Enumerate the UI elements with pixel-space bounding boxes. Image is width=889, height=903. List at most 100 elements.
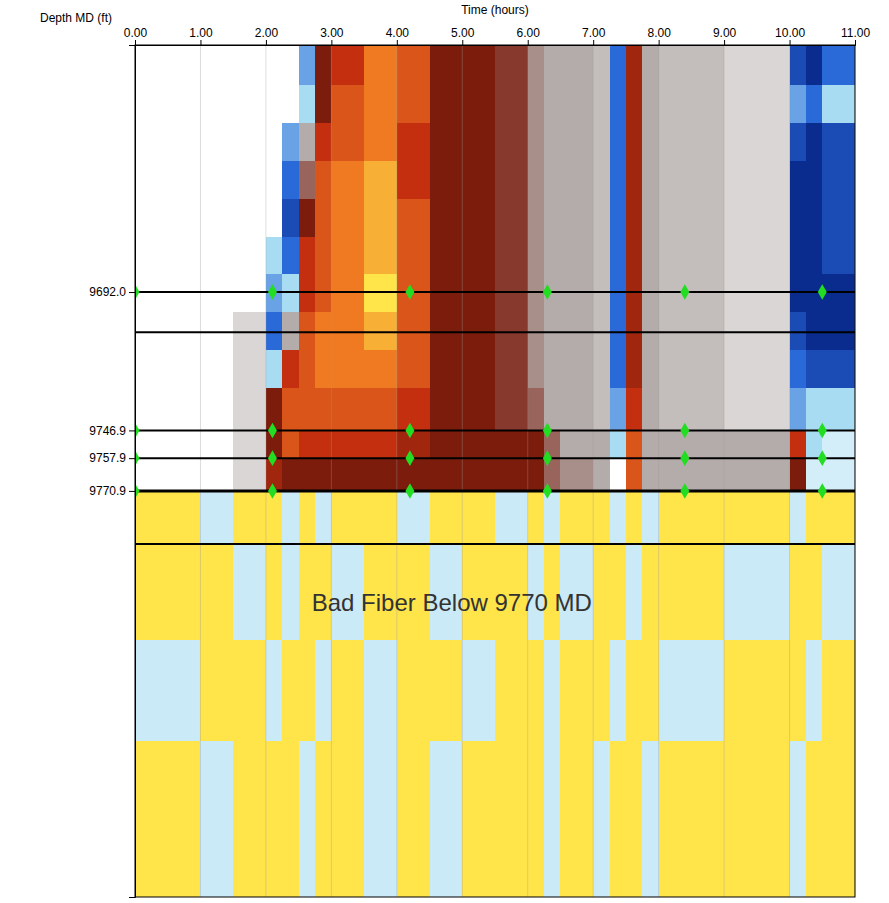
heat-cell <box>610 350 627 388</box>
heat-cell <box>495 350 528 388</box>
heat-cell <box>315 312 332 350</box>
heat-cell <box>495 431 528 459</box>
x-tick: 4.00 <box>386 26 410 45</box>
heat-cell <box>315 85 332 123</box>
heat-cell <box>364 123 397 161</box>
heat-cell <box>282 640 299 741</box>
heat-cell <box>299 312 316 350</box>
heat-cell <box>560 312 593 350</box>
heat-cell <box>266 544 283 640</box>
heat-cell <box>659 640 725 741</box>
y-tick-label: 9746.9 <box>89 424 126 438</box>
heat-cell <box>200 199 233 237</box>
heat-cell <box>560 431 593 459</box>
heat-cell <box>331 491 364 544</box>
x-tick-label: 3.00 <box>320 26 344 40</box>
heat-cell <box>430 123 463 161</box>
x-tick-mark <box>593 40 594 45</box>
heat-cell <box>200 350 233 388</box>
heat-cell <box>724 458 790 491</box>
heat-cell <box>560 640 593 741</box>
heat-cell <box>315 458 332 491</box>
heat-cell <box>642 388 659 431</box>
heat-cell <box>315 161 332 199</box>
heat-cell <box>299 45 316 86</box>
x-tick-mark <box>200 40 201 45</box>
heat-cell <box>200 431 233 459</box>
heat-cell <box>266 741 283 897</box>
heat-cell <box>659 45 725 86</box>
extra-lines <box>135 332 855 544</box>
heat-cell <box>233 237 266 275</box>
heat-cell <box>659 350 725 388</box>
heat-cell <box>560 491 593 544</box>
heat-cell <box>560 237 593 275</box>
heat-cell <box>495 388 528 431</box>
y-axis-line <box>129 46 136 898</box>
heat-cell <box>135 388 201 431</box>
heat-cell <box>790 161 807 199</box>
heat-cell <box>560 350 593 388</box>
heat-cell <box>593 123 610 161</box>
zone-line <box>135 429 855 431</box>
grid-line <box>527 45 528 897</box>
heat-cell <box>724 312 790 350</box>
x-tick: 1.00 <box>189 26 213 45</box>
heat-cell <box>659 491 725 544</box>
heat-cell <box>299 85 316 123</box>
heat-cell <box>200 123 233 161</box>
heat-cell <box>560 85 593 123</box>
x-tick: 6.00 <box>517 26 541 45</box>
heat-cell <box>528 161 545 199</box>
heat-cell <box>135 458 201 491</box>
heat-cell <box>135 237 201 275</box>
heat-cell <box>528 237 545 275</box>
heat-cell <box>610 274 627 312</box>
x-tick: 7.00 <box>582 26 606 45</box>
heat-cell <box>364 491 397 544</box>
heat-cell <box>822 741 855 897</box>
heat-cell <box>495 237 528 275</box>
heat-cell <box>462 741 495 897</box>
heat-cell <box>462 161 495 199</box>
heat-cell <box>364 458 397 491</box>
heat-cell <box>364 45 397 86</box>
grid-line <box>331 45 332 897</box>
heat-cell <box>626 350 643 388</box>
heat-cell <box>610 85 627 123</box>
x-tick: 10.00 <box>775 26 805 45</box>
heat-cell <box>593 199 610 237</box>
heat-cell <box>806 640 823 741</box>
heat-cell <box>397 274 430 312</box>
heat-cell <box>724 544 790 640</box>
marker <box>405 423 414 439</box>
marker <box>818 483 827 499</box>
heat-cell <box>724 350 790 388</box>
heat-cell <box>397 199 430 237</box>
heat-cell <box>430 312 463 350</box>
heat-cell <box>430 458 463 491</box>
grid-line <box>265 45 266 897</box>
heat-cell <box>331 640 364 741</box>
heat-cell <box>233 199 266 237</box>
heat-cell <box>560 123 593 161</box>
heat-cell <box>626 544 643 640</box>
x-tick-label: 10.00 <box>775 26 805 40</box>
heat-cell <box>331 388 364 431</box>
x-tick-mark <box>266 40 267 45</box>
heat-cell <box>397 85 430 123</box>
heat-cell <box>430 741 463 897</box>
heat-cell <box>593 458 610 491</box>
x-tick-label: 11.00 <box>841 26 870 40</box>
heat-cell <box>626 741 643 897</box>
heat-cell <box>364 274 397 312</box>
heat-cell <box>790 123 807 161</box>
heat-cell <box>299 123 316 161</box>
heat-cell <box>659 388 725 431</box>
heat-cell <box>233 161 266 199</box>
heat-cell <box>610 388 627 431</box>
heat-cell <box>233 458 266 491</box>
y-tick-mark <box>129 292 135 293</box>
heat-cell <box>233 45 266 86</box>
heat-cell <box>462 640 495 741</box>
